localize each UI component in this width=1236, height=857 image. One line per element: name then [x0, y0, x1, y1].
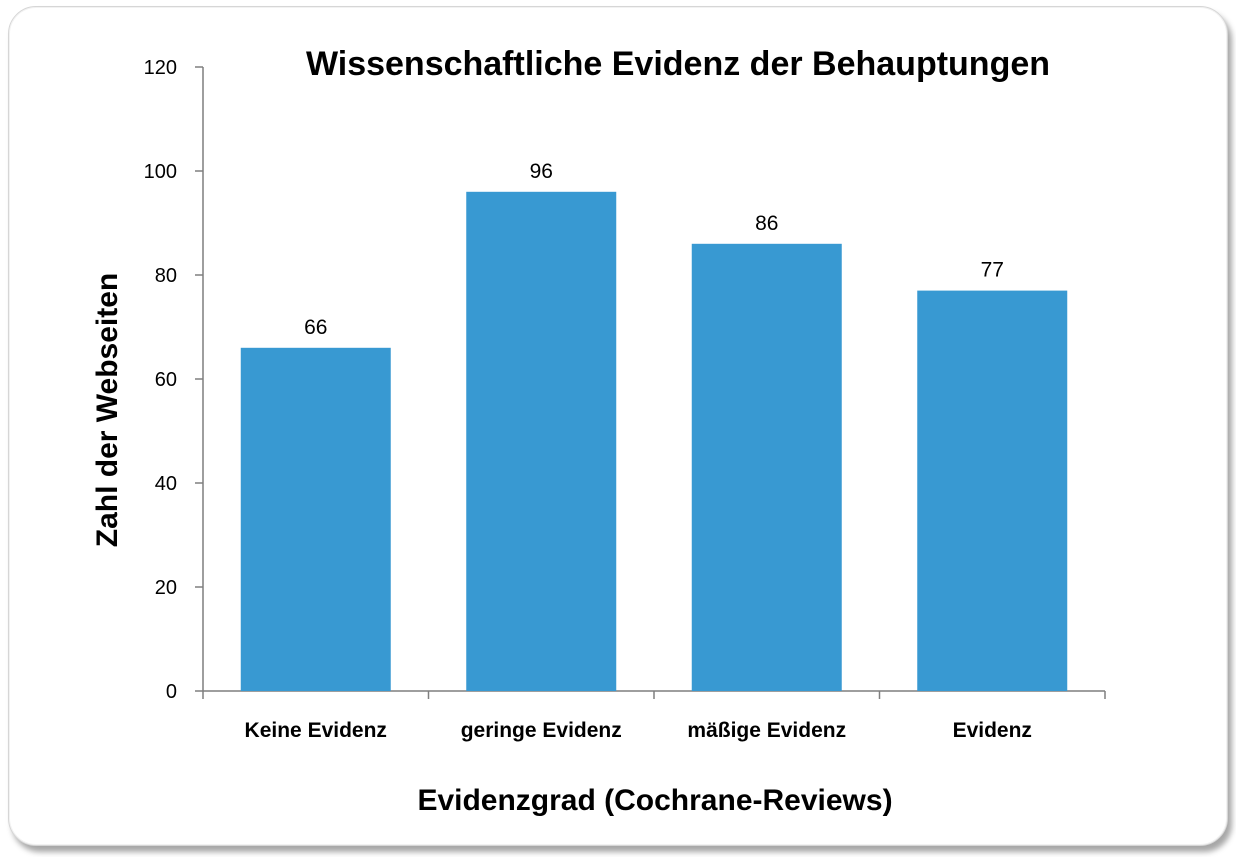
category-labels: Keine Evidenz geringe Evidenz mäßige Evide…: [245, 719, 1032, 742]
data-label: 86: [755, 212, 778, 235]
x-axis: [202, 690, 1106, 699]
data-labels: 66 96 86 77: [304, 160, 1004, 339]
x-tick-label: mäßige Evidenz: [687, 719, 846, 742]
y-tick-label: 40: [155, 473, 177, 495]
data-label: 96: [530, 160, 553, 183]
y-tick-label: 0: [166, 681, 177, 703]
y-tick-label: 100: [144, 161, 177, 183]
y-tick-label: 120: [144, 57, 177, 79]
bar: [466, 191, 617, 692]
bar: [917, 290, 1068, 691]
x-tick-label: geringe Evidenz: [461, 719, 622, 742]
data-label: 77: [981, 259, 1004, 282]
bars: [240, 191, 1068, 692]
x-axis-label: Evidenzgrad (Cochrane-Reviews): [417, 784, 892, 817]
x-tick-label: Evidenz: [953, 719, 1032, 742]
bar: [240, 347, 391, 691]
y-tick-label: 60: [155, 369, 177, 391]
y-tick-label: 80: [155, 265, 177, 287]
bar: [691, 243, 842, 692]
y-tick-label: 20: [155, 577, 177, 599]
y-axis: 0 20 40 60 80 100 120: [144, 57, 204, 703]
y-axis-label: Zahl der Webseiten: [91, 273, 124, 548]
x-tick-label: Keine Evidenz: [245, 719, 387, 742]
data-label: 66: [304, 316, 327, 339]
chart-title: Wissenschaftliche Evidenz der Behauptung…: [306, 45, 1050, 83]
